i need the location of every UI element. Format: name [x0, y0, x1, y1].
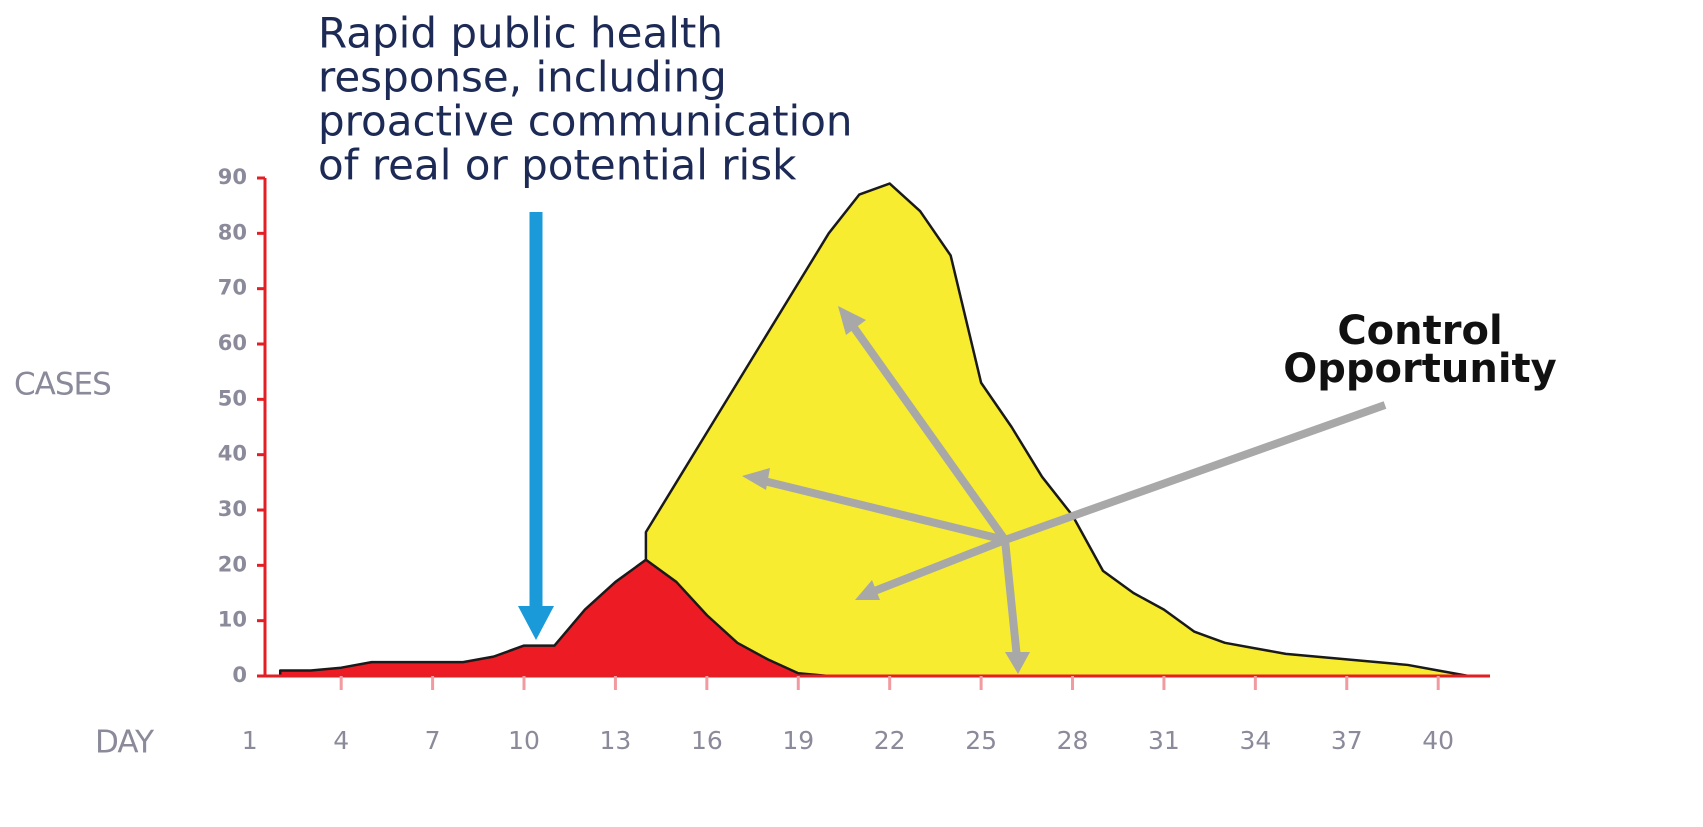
y-tick-label: 30	[218, 497, 247, 521]
x-tick-label: 34	[1239, 726, 1271, 755]
x-tick-label: 22	[874, 726, 906, 755]
y-tick-label: 0	[232, 663, 247, 687]
x-tick-label: 13	[600, 726, 632, 755]
x-tick-label: 7	[425, 726, 441, 755]
response-annotation: response, including	[318, 53, 727, 102]
y-tick-label: 40	[218, 442, 247, 466]
x-axis-label: DAY	[95, 725, 154, 761]
annotation-arrows	[518, 212, 1387, 674]
area	[644, 182, 1470, 678]
y-tick-label: 70	[218, 276, 247, 300]
x-tick-label: 19	[782, 726, 814, 755]
control-annotation: Control	[1337, 308, 1502, 354]
x-tick-label: 4	[333, 726, 349, 755]
x-tick-label: 10	[508, 726, 540, 755]
x-tick-label: 25	[965, 726, 997, 755]
x-tick-label: 37	[1331, 726, 1363, 755]
y-tick-label: 50	[218, 386, 247, 410]
control-arrow-heads	[742, 306, 1030, 674]
plot-area	[278, 182, 1470, 678]
response-annotation: proactive communication	[318, 97, 853, 146]
response-annotation: of real or potential risk	[318, 141, 797, 190]
y-tick-label: 90	[218, 165, 247, 189]
x-tick-label: 31	[1148, 726, 1180, 755]
x-tick-label: 1	[242, 726, 258, 755]
control-annotation: Opportunity	[1283, 346, 1556, 392]
y-axis-label: CASES	[14, 367, 111, 403]
x-tick-label: 16	[691, 726, 723, 755]
y-tick-label: 80	[218, 220, 247, 244]
response-annotation: Rapid public health	[318, 9, 723, 58]
y-tick-label: 60	[218, 331, 247, 355]
control-arrows	[759, 319, 1387, 659]
x-tick-label: 28	[1057, 726, 1089, 755]
x-tick-label: 40	[1422, 726, 1454, 755]
y-tick-label: 10	[218, 608, 247, 632]
response-arrow-head	[518, 606, 554, 640]
y-tick-label: 20	[218, 552, 247, 576]
